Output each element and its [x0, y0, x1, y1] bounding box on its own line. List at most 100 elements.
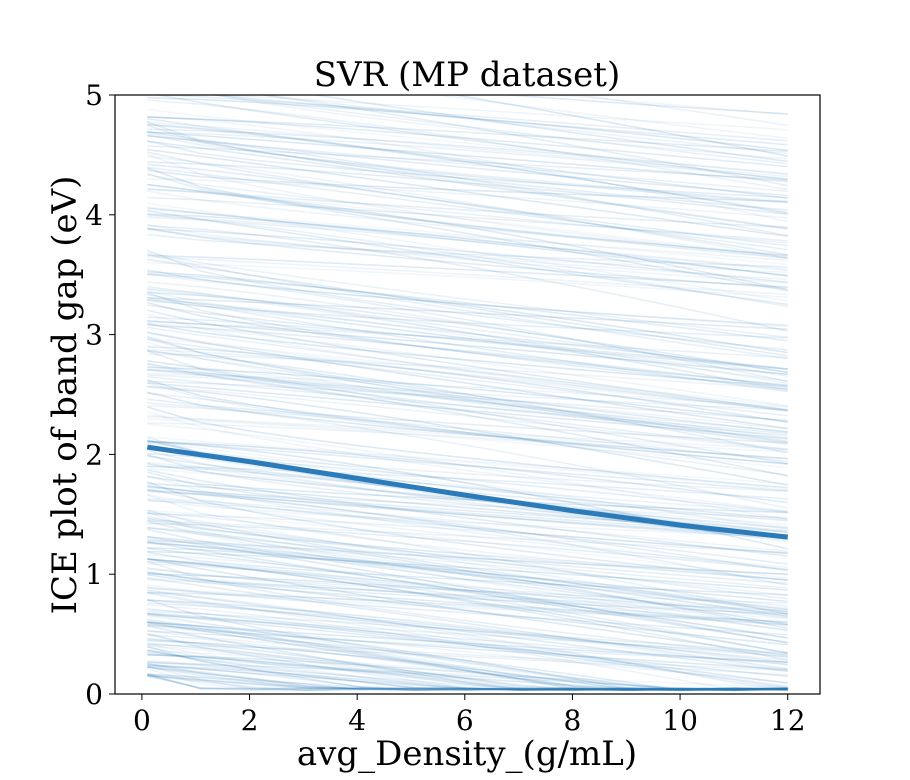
ice-line [147, 471, 788, 540]
ice-line [257, 95, 788, 187]
ice-line [147, 331, 788, 412]
ice-line [147, 224, 788, 332]
ice-line [147, 455, 788, 522]
ice-line [147, 183, 788, 292]
ice-line [147, 134, 788, 203]
ice-line [147, 467, 788, 534]
ice-line [147, 623, 788, 671]
ice-line [147, 579, 788, 617]
y-axis-label: ICE plot of band gap (eV) [45, 176, 85, 615]
ice-line [147, 256, 788, 296]
ice-line [147, 166, 788, 251]
ice-line [147, 621, 788, 691]
ice-line [147, 210, 788, 306]
ice-line [147, 573, 788, 615]
ice-line [147, 586, 788, 636]
ice-line [147, 299, 788, 382]
ice-line [147, 99, 788, 191]
ice-line [147, 313, 788, 412]
ice-line [147, 322, 788, 407]
ice-line [147, 349, 788, 412]
ice-line [147, 97, 788, 151]
ice-line [147, 374, 788, 439]
ice-line [147, 202, 788, 302]
ice-line [147, 674, 788, 692]
ice-line [147, 526, 788, 630]
ice-line [147, 153, 788, 259]
ice-line [147, 453, 788, 532]
average-line [146, 444, 788, 540]
ice-line [147, 666, 788, 692]
ice-line [147, 228, 788, 290]
ice-line [147, 423, 788, 521]
ice-line [147, 440, 788, 491]
ice-line [147, 568, 788, 624]
ice-line [147, 258, 788, 357]
ice-line [147, 642, 788, 691]
y-tick-label: 1 [85, 558, 103, 591]
ice-line [147, 475, 788, 514]
ice-line [147, 436, 788, 485]
ice-line [147, 621, 788, 692]
ice-line [147, 591, 788, 626]
ice-line [147, 463, 788, 529]
ice-line [147, 663, 788, 692]
ice-line [147, 629, 788, 672]
ice-line [147, 469, 788, 557]
ice-line [147, 604, 788, 691]
ice-line [147, 620, 788, 691]
ice-line [147, 488, 788, 555]
ice-line [147, 338, 788, 417]
ice-line [147, 637, 788, 692]
ice-line [147, 151, 788, 247]
ice-line [147, 321, 788, 359]
ice-line [147, 196, 788, 242]
ice-line [147, 214, 788, 262]
ice-line [147, 362, 788, 450]
ice-line [147, 368, 788, 430]
ice-line [147, 674, 788, 692]
ice-line [147, 366, 788, 423]
ice-line [147, 298, 788, 339]
ice-line [147, 442, 788, 531]
ice-line [147, 134, 788, 237]
ice-line [147, 115, 788, 223]
ice-line [147, 540, 788, 596]
ice-line [147, 610, 788, 654]
ice-line [147, 391, 788, 460]
ice-line [147, 188, 788, 291]
ice-line [147, 349, 788, 443]
ice-line [147, 598, 788, 672]
ice-line [147, 465, 788, 500]
ice-line [147, 269, 788, 327]
ice-line [147, 625, 788, 692]
average-line-layer [146, 444, 788, 540]
ice-line [147, 172, 788, 259]
chart-title: SVR (MP dataset) [314, 55, 620, 95]
x-tick-label: 12 [770, 704, 806, 737]
ice-line [147, 272, 788, 342]
ice-line [147, 121, 788, 178]
ice-line [147, 558, 788, 661]
ice-line [147, 653, 788, 692]
ice-line [147, 613, 788, 678]
ice-line [147, 169, 788, 203]
ice-line [147, 540, 788, 609]
ice-line [147, 550, 788, 591]
ice-line [147, 286, 788, 373]
ice-line [147, 249, 788, 351]
ice-line [147, 213, 788, 308]
ice-line [147, 281, 788, 378]
ice-line [208, 95, 788, 146]
ice-line [147, 646, 788, 691]
ice-line [147, 380, 788, 422]
ice-line [147, 622, 788, 691]
ice-line [147, 558, 788, 631]
ice-line [147, 613, 788, 691]
ice-line [147, 350, 788, 437]
ice-line [147, 124, 788, 204]
ice-lines [147, 95, 788, 692]
x-axis-ticks: 0 2 4 6 8 10 12 [133, 694, 806, 737]
ice-line [147, 121, 788, 211]
ice-line [147, 653, 788, 692]
